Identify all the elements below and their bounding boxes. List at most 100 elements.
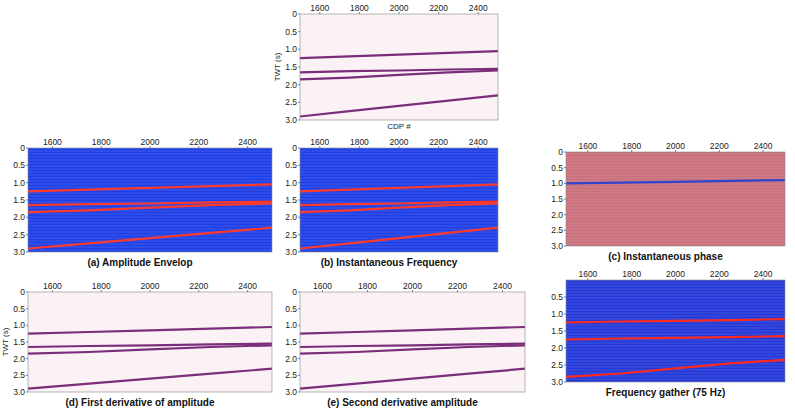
tick-label: 0.5 <box>551 163 563 173</box>
tick <box>26 308 28 309</box>
horizon <box>566 319 785 322</box>
panel-title: Frequency gather (75 Hz) <box>606 387 725 398</box>
horizon <box>566 180 785 183</box>
texture <box>300 292 525 392</box>
tick <box>564 214 566 215</box>
tick <box>26 234 28 235</box>
tick-label: 1600 <box>310 137 329 147</box>
tick-label: 0.5 <box>285 27 297 37</box>
tick <box>564 246 566 247</box>
panel-title: (c) Instantaneous phase <box>608 251 723 262</box>
tick <box>564 314 566 315</box>
axis-title: CDP # <box>387 122 411 131</box>
tick-label: 1.5 <box>551 194 563 204</box>
tick-label: 0 <box>558 147 563 157</box>
tick-label: 2400 <box>469 137 488 147</box>
tick-label: 1.0 <box>285 44 297 54</box>
horizon <box>28 345 272 353</box>
tick-label: 2.0 <box>551 343 563 353</box>
panel-title: (b) Instantaneous Frequency <box>321 257 458 268</box>
tick-label: 3.0 <box>551 241 563 251</box>
frame <box>300 14 498 120</box>
horizon <box>300 71 498 80</box>
plot-background <box>300 148 498 252</box>
tick-label: 1800 <box>92 137 111 147</box>
tick <box>298 342 300 343</box>
tick-label: 1.5 <box>285 337 297 347</box>
horizons <box>300 327 525 389</box>
tick <box>298 358 300 359</box>
tick-label: 2400 <box>754 141 773 151</box>
tick-label: 2.0 <box>285 212 297 222</box>
panel-title: (a) Amplitude Envelop <box>87 257 192 268</box>
tick <box>298 182 300 183</box>
horizon <box>300 228 498 249</box>
tick <box>26 165 28 166</box>
tick-label: 2400 <box>469 3 488 13</box>
tick-label: 2400 <box>238 281 257 291</box>
panel: 1600180020002200240000.51.01.52.02.53.0T… <box>1 281 272 408</box>
tick <box>564 152 566 153</box>
tick <box>298 252 300 253</box>
panel: 1600180020002200240000.51.01.52.02.53.0(… <box>285 281 525 408</box>
texture <box>566 280 785 382</box>
tick <box>564 365 566 366</box>
tick-label: 2.0 <box>13 212 25 222</box>
texture <box>300 148 498 252</box>
horizon <box>28 228 272 249</box>
tick-label: 3.0 <box>285 247 297 257</box>
tick <box>298 392 300 393</box>
tick-label: 1.5 <box>551 326 563 336</box>
horizons <box>28 327 272 389</box>
tick-label: 2.0 <box>285 354 297 364</box>
tick <box>26 148 28 149</box>
tick-label: 1.0 <box>13 178 25 188</box>
tick <box>298 165 300 166</box>
tick-label: 1600 <box>310 3 329 13</box>
horizons <box>300 184 498 248</box>
tick <box>26 217 28 218</box>
tick-label: 1.0 <box>13 320 25 330</box>
tick-label: 2.5 <box>285 230 297 240</box>
tick <box>564 183 566 184</box>
horizon <box>300 204 498 213</box>
tick-label: 2.0 <box>13 354 25 364</box>
panel: 1600180020002200240000.51.01.52.02.53.0(… <box>285 137 498 268</box>
tick-label: 2000 <box>666 141 685 151</box>
plot-background <box>566 152 785 246</box>
horizon <box>300 184 498 191</box>
tick <box>26 252 28 253</box>
tick <box>26 392 28 393</box>
horizons <box>566 319 785 377</box>
tick-label: 0 <box>292 287 297 297</box>
frame <box>566 280 785 382</box>
horizon <box>566 336 785 339</box>
tick-label: 1.5 <box>285 62 297 72</box>
tick-label: 2400 <box>754 269 773 279</box>
horizon <box>300 327 525 334</box>
tick-label: 1800 <box>350 3 369 13</box>
frame <box>28 148 272 252</box>
plot-background <box>566 280 785 382</box>
tick-label: 2200 <box>189 137 208 147</box>
tick-label: 1600 <box>578 141 597 151</box>
texture <box>28 292 272 392</box>
axis-title: TWT (s) <box>273 52 282 81</box>
tick <box>564 348 566 349</box>
panel-title: (d) First derivative of amplitude <box>66 397 215 408</box>
tick-label: 2200 <box>429 137 448 147</box>
tick-label: 1.0 <box>551 309 563 319</box>
horizon <box>566 360 785 377</box>
texture <box>566 152 785 246</box>
tick <box>26 292 28 293</box>
tick-label: 2200 <box>710 141 729 151</box>
plot-background <box>300 14 498 120</box>
tick-label: 2200 <box>429 3 448 13</box>
tick-label: 2.5 <box>551 225 563 235</box>
tick-label: 2200 <box>448 281 467 291</box>
tick-label: 2.5 <box>285 370 297 380</box>
tick-label: 1.0 <box>551 178 563 188</box>
tick-label: 2000 <box>141 137 160 147</box>
tick <box>298 217 300 218</box>
tick-label: 1800 <box>622 141 641 151</box>
